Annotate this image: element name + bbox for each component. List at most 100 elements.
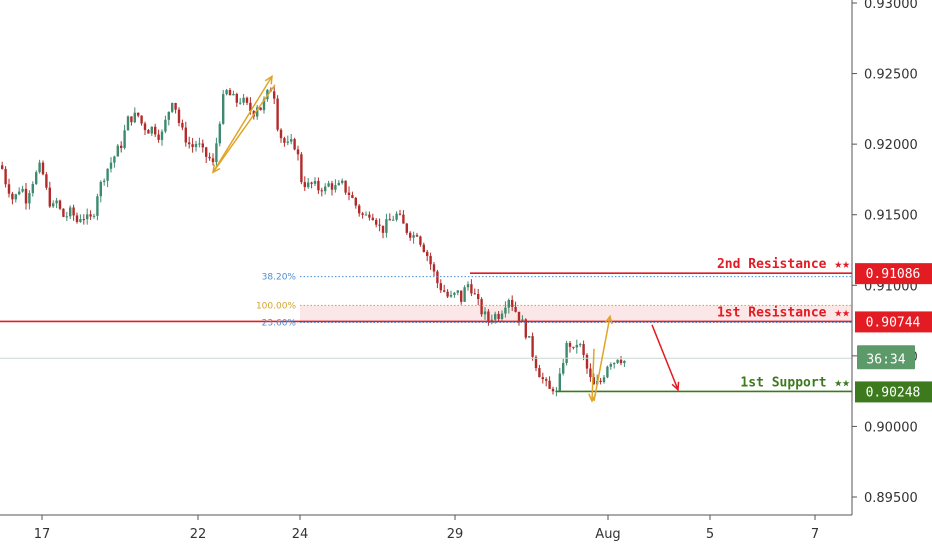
candle-body	[528, 336, 531, 338]
x-axis-tick-label: 7	[811, 527, 819, 542]
candle-body	[235, 93, 238, 103]
candle-body	[201, 143, 204, 148]
candle-body	[606, 366, 609, 378]
candle-body	[613, 362, 616, 365]
candle-body	[494, 313, 497, 320]
candle-body	[616, 359, 619, 363]
candle-body	[259, 107, 262, 111]
candle-body	[120, 145, 123, 149]
candle-body	[279, 129, 283, 139]
candle-body	[337, 182, 340, 186]
candle-body	[232, 93, 235, 96]
candle-body	[320, 190, 323, 192]
candle-body	[21, 188, 24, 192]
candle-body	[592, 377, 595, 385]
candle-body	[409, 232, 412, 238]
candle-body	[307, 182, 310, 188]
pattern-arrow-back-head	[212, 164, 221, 174]
candle-body	[24, 188, 28, 204]
candle-body	[89, 214, 92, 217]
candle-body	[171, 102, 174, 112]
candle-body	[79, 219, 82, 222]
candle-body	[262, 99, 266, 111]
candle-body	[123, 130, 126, 149]
candle-body	[228, 89, 232, 96]
candle-body	[150, 126, 153, 134]
pattern-arrow-down	[591, 348, 595, 402]
candle-body	[58, 200, 62, 209]
candle-body	[500, 313, 504, 319]
price-tags-layer: 0.91086 0.90744 0.90248 36:34	[855, 263, 932, 403]
candle-body	[487, 311, 490, 321]
candle-body	[174, 102, 177, 110]
candle-body	[558, 373, 561, 391]
pattern-arrow-rise	[593, 316, 611, 402]
candle-body	[354, 197, 357, 206]
level-price-tag-label: 0.90248	[866, 385, 921, 400]
candle-body	[276, 98, 279, 130]
y-axis-tick-label: 0.91500	[864, 209, 918, 224]
candle-body	[511, 299, 514, 307]
pattern-arrow-rise-head	[604, 314, 613, 325]
forecast-arrow-head	[671, 381, 680, 392]
candle-body	[507, 299, 510, 308]
candle-body	[324, 186, 327, 192]
candle-body	[18, 191, 21, 195]
candle-body	[245, 97, 249, 103]
candle-body	[239, 102, 242, 104]
candle-body	[572, 346, 575, 348]
y-axis-tick-label: 0.93000	[864, 0, 918, 12]
candle-body	[92, 215, 96, 217]
candle-body	[415, 235, 419, 237]
candle-body	[453, 292, 456, 295]
candle-body	[609, 364, 612, 367]
candle-body	[283, 138, 286, 143]
candle-body	[364, 214, 368, 216]
candle-body	[334, 185, 337, 190]
candle-body	[273, 91, 276, 99]
fib-zone-layer	[300, 305, 852, 323]
candle-body	[538, 368, 541, 378]
candle-body	[31, 183, 34, 194]
candle-body	[565, 342, 568, 364]
candle-body	[130, 116, 133, 123]
fib-level-label: 100.00%	[256, 301, 296, 311]
candle-body	[126, 116, 130, 131]
candle-body	[103, 180, 106, 182]
candle-body	[52, 203, 55, 207]
candle-body	[439, 283, 442, 291]
candle-body	[184, 127, 187, 143]
candle-body	[388, 219, 391, 221]
candle-body	[381, 225, 385, 233]
candle-body	[347, 192, 351, 196]
candle-body	[562, 363, 565, 374]
candle-body	[167, 111, 170, 120]
candle-body	[517, 311, 521, 321]
candle-body	[470, 284, 473, 294]
candle-body	[188, 142, 191, 145]
forecast-arrow	[651, 324, 679, 391]
candle-body	[116, 145, 119, 157]
candle-body	[194, 143, 198, 148]
candle-body	[385, 219, 388, 233]
candle-body	[293, 139, 296, 150]
candle-body	[296, 149, 300, 155]
candle-body	[466, 284, 470, 288]
candle-body	[432, 264, 436, 272]
candle-body	[412, 235, 415, 238]
x-axis-tick-label: 22	[190, 527, 207, 542]
candle-body	[524, 319, 527, 338]
candle-body	[7, 184, 11, 194]
pattern-arrow-back	[212, 84, 276, 173]
candle-body	[28, 193, 31, 204]
candle-body	[35, 172, 38, 184]
level-price-tag	[855, 311, 932, 333]
fib-zone	[300, 305, 852, 323]
candle-body	[242, 97, 245, 103]
candle-body	[460, 290, 463, 302]
candle-body	[449, 294, 453, 297]
candle-body	[429, 255, 432, 265]
candle-body	[99, 181, 102, 197]
level-price-tag-label: 0.91086	[866, 267, 921, 282]
